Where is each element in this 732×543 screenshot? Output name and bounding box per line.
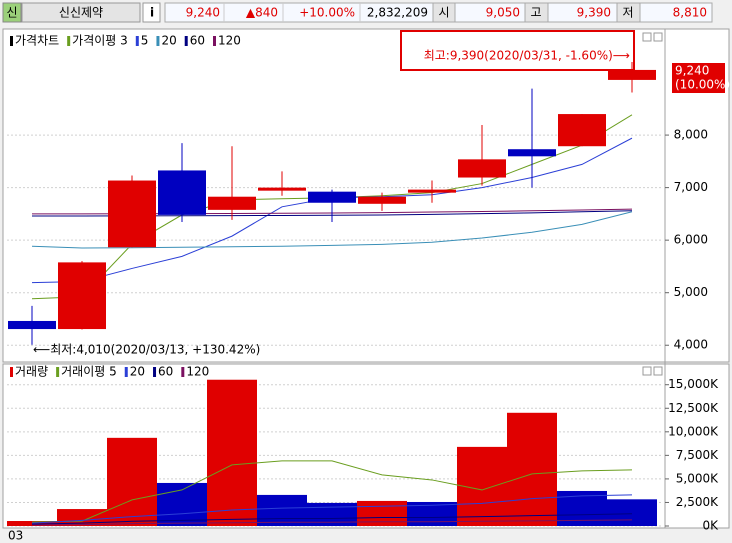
candle-body [408, 189, 456, 193]
legend-label: 20 [130, 365, 145, 379]
last-price-box [672, 63, 725, 93]
legend-marker [56, 367, 60, 377]
panel-button[interactable] [653, 32, 663, 42]
candle-body [608, 69, 656, 80]
y-tick-label: 15,000K [668, 377, 719, 391]
candle-body [58, 262, 106, 330]
legend-label: 거래이평 5 [61, 365, 117, 379]
x-tick-label: 03 [8, 529, 23, 543]
low-annotation: ⟵최저:4,010(2020/03/13, +130.42%) [33, 343, 260, 357]
legend-label: 5 [141, 34, 149, 48]
volume-bar [307, 502, 357, 526]
icon-box[interactable] [2, 2, 22, 23]
high-annotation-box [400, 30, 635, 71]
name-box[interactable] [21, 2, 141, 23]
legend-marker [10, 36, 13, 46]
candle-body [508, 149, 556, 157]
legend-marker [213, 36, 216, 46]
panel-button[interactable] [642, 32, 652, 42]
legend-marker [181, 367, 185, 377]
candle-body [158, 170, 206, 215]
info-button[interactable] [142, 2, 161, 23]
legend-marker [153, 367, 157, 377]
label-cell [432, 2, 456, 23]
candle-body [358, 196, 406, 204]
legend-label: 60 [190, 34, 205, 48]
low-label: 저 [622, 6, 633, 20]
volume-bar [607, 499, 657, 526]
ma-line [31, 513, 633, 525]
low: 8,810 [673, 6, 707, 20]
y-tick-label: 10,000K [668, 424, 719, 438]
volume: 2,832,209 [367, 6, 428, 20]
y-tick-label: 0K [702, 519, 719, 533]
high: 9,390 [577, 6, 611, 20]
high-annotation: 최고:9,390(2020/03/31, -1.60%)⟶ [424, 49, 630, 63]
info: i [150, 6, 154, 20]
open: 9,050 [486, 6, 520, 20]
candle-body [8, 320, 56, 330]
legend-label: 120 [186, 365, 209, 379]
legend-marker [156, 36, 160, 46]
panel-button[interactable] [653, 366, 663, 376]
candle-body [258, 187, 306, 191]
legend-marker [135, 36, 139, 46]
y-tick-label: 7,500K [676, 448, 719, 462]
legend-marker [184, 36, 188, 46]
volume-bar [257, 494, 307, 526]
y-tick-label: 4,000 [674, 338, 708, 352]
y-tick-label: 2,500K [676, 495, 719, 509]
legend-label: 거래량 [15, 365, 48, 379]
ma-line [31, 460, 633, 523]
legend-label: 20 [161, 34, 176, 48]
panel-button[interactable] [642, 366, 652, 376]
high-label: 고 [530, 6, 541, 20]
volume-bar [507, 412, 557, 526]
change: ▲840 [246, 6, 278, 20]
ma-line [31, 519, 633, 526]
stock-name: 신신제약 [59, 5, 103, 20]
y-tick-label: 6,000 [674, 233, 708, 247]
volume-bar [7, 521, 57, 526]
candle-body [458, 159, 506, 178]
price: 9,240 [186, 6, 220, 20]
legend-label: 60 [158, 365, 173, 379]
candle-body [558, 114, 606, 147]
legend-label: 가격이평 3 [72, 34, 128, 48]
volume-bar [207, 379, 257, 526]
y-tick-label: 7,000 [674, 180, 708, 194]
ma-line [31, 494, 633, 524]
icon: 신 [6, 6, 17, 20]
label-cell [616, 2, 641, 23]
y-tick-label: 12,500K [668, 401, 719, 415]
last-price: 9,240 [675, 64, 709, 78]
y-tick-label: 5,000 [674, 285, 708, 299]
last-rate: (10.00%) [675, 78, 730, 92]
legend-marker [124, 367, 128, 377]
volume-bar [107, 437, 157, 526]
legend-marker [67, 36, 71, 46]
candle-body [208, 196, 256, 210]
candle-body [308, 191, 356, 203]
rate: +10.00% [299, 6, 355, 20]
y-tick-label: 8,000 [674, 128, 708, 142]
legend-label: 120 [218, 34, 241, 48]
open-label: 시 [438, 6, 449, 20]
legend-label: 가격차트 [15, 34, 59, 48]
label-cell [524, 2, 549, 23]
legend-marker [10, 367, 13, 377]
y-tick-label: 5,000K [676, 471, 719, 485]
ma-line [31, 211, 633, 249]
candle-body [108, 180, 156, 248]
